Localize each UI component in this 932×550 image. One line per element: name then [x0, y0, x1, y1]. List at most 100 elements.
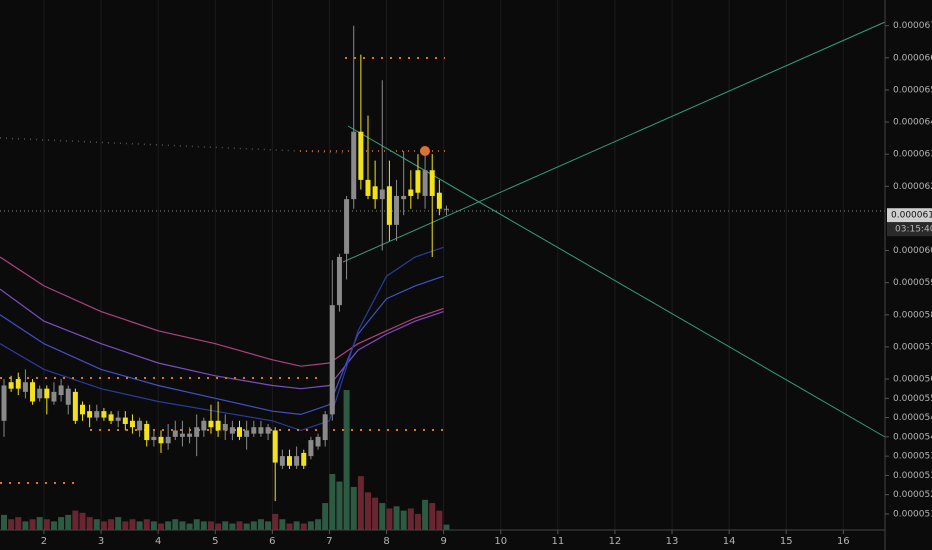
candle-body	[187, 433, 193, 437]
candle-body	[80, 404, 86, 415]
x-tick-label: 11	[551, 536, 564, 547]
volume-bar	[193, 519, 200, 530]
last-price-box	[887, 208, 932, 223]
volume-bar	[15, 517, 22, 530]
volume-bar	[322, 503, 329, 530]
candle-body	[44, 388, 50, 399]
x-tick-label: 7	[326, 536, 332, 547]
volume-bar	[22, 521, 29, 530]
y-tick-label: 0.0000670	[893, 21, 932, 31]
x-tick-label: 12	[609, 536, 622, 547]
volume-bar	[186, 523, 193, 530]
volume-bar	[286, 523, 293, 530]
volume-bar	[250, 521, 257, 530]
candle-body	[394, 195, 400, 225]
candle-body	[194, 427, 200, 437]
volume-bar	[293, 521, 300, 530]
volume-bar	[93, 519, 100, 530]
candle-body	[344, 199, 350, 254]
candle-body	[322, 414, 328, 441]
volume-bar	[300, 523, 307, 530]
candle-body	[286, 456, 292, 466]
candle-body	[308, 440, 314, 457]
candle-body	[1, 385, 7, 421]
y-tick-label: 0.0000560	[893, 375, 932, 385]
x-tick-label: 15	[780, 536, 793, 547]
volume-bar	[36, 517, 43, 530]
volume-bar	[400, 510, 407, 530]
candle-body	[294, 456, 300, 466]
volume-bar	[58, 517, 65, 530]
candle-body	[51, 391, 57, 402]
volume-bar	[50, 521, 57, 530]
candle-body	[415, 170, 421, 193]
moving-average	[0, 256, 444, 367]
volume-bar	[357, 476, 364, 530]
volume-bar	[229, 523, 236, 530]
candle-body	[179, 433, 185, 437]
candle-body	[108, 414, 114, 421]
volume-bar	[429, 503, 436, 530]
trend-line	[347, 125, 886, 438]
countdown-label: 03:15:40	[895, 225, 932, 235]
x-tick-label: 10	[494, 536, 507, 547]
volume-bar	[158, 523, 165, 530]
y-tick-label: 0.0000600	[893, 246, 932, 256]
volume-bar	[179, 521, 186, 530]
volume-bar	[200, 521, 207, 530]
volume-bar	[122, 521, 129, 530]
candle-body	[265, 427, 271, 434]
volume-bar	[150, 521, 157, 530]
volume-bar	[236, 521, 243, 530]
candle-body	[201, 420, 207, 431]
y-tick-label: 0.0000530	[893, 471, 932, 481]
y-tick-label: 0.0000590	[893, 278, 932, 288]
candle-body	[165, 436, 171, 444]
candle-body	[408, 189, 414, 196]
volume-bar	[43, 519, 50, 530]
candle-body	[422, 170, 428, 196]
candle-body	[137, 420, 143, 431]
candle-body	[229, 427, 235, 434]
candle-body	[30, 382, 36, 402]
trend-line	[342, 21, 886, 263]
volume-bar	[0, 514, 7, 530]
x-tick-label: 4	[155, 536, 161, 547]
volume-bar	[379, 503, 386, 530]
volume-bar	[172, 519, 179, 530]
moving-average	[0, 246, 444, 432]
y-tick-label: 0.0000542	[893, 432, 932, 442]
candle-body	[215, 420, 221, 431]
candle-body	[358, 131, 364, 180]
candle-body	[315, 436, 321, 447]
moving-average	[0, 288, 444, 390]
candle-body	[37, 388, 43, 399]
volume-bar	[436, 510, 443, 530]
volume-bar	[143, 519, 150, 530]
x-tick-label: 5	[212, 536, 218, 547]
candle-body	[151, 436, 157, 441]
volume-bar	[386, 508, 393, 530]
volume-bar	[372, 497, 379, 530]
volume-bar	[108, 519, 115, 530]
candle-body	[443, 208, 449, 210]
candle-body	[65, 388, 71, 405]
volume-bar	[393, 506, 400, 530]
candle-body	[8, 382, 14, 389]
volume-bar	[407, 508, 414, 530]
candle-body	[386, 186, 392, 225]
drawings	[0, 21, 886, 484]
candle-body	[336, 256, 342, 306]
volume-bar	[350, 486, 357, 530]
candle-body	[144, 424, 150, 441]
candle-body	[122, 417, 128, 424]
y-tick-label: 0.0000570	[893, 342, 932, 352]
volume-bar	[115, 517, 122, 530]
candle-body	[101, 411, 107, 418]
candle-body	[15, 379, 21, 389]
candle-body	[237, 427, 243, 437]
volume-bar	[215, 523, 222, 530]
candle-body	[301, 452, 307, 466]
y-tick-label: 0.0000640	[893, 118, 932, 128]
